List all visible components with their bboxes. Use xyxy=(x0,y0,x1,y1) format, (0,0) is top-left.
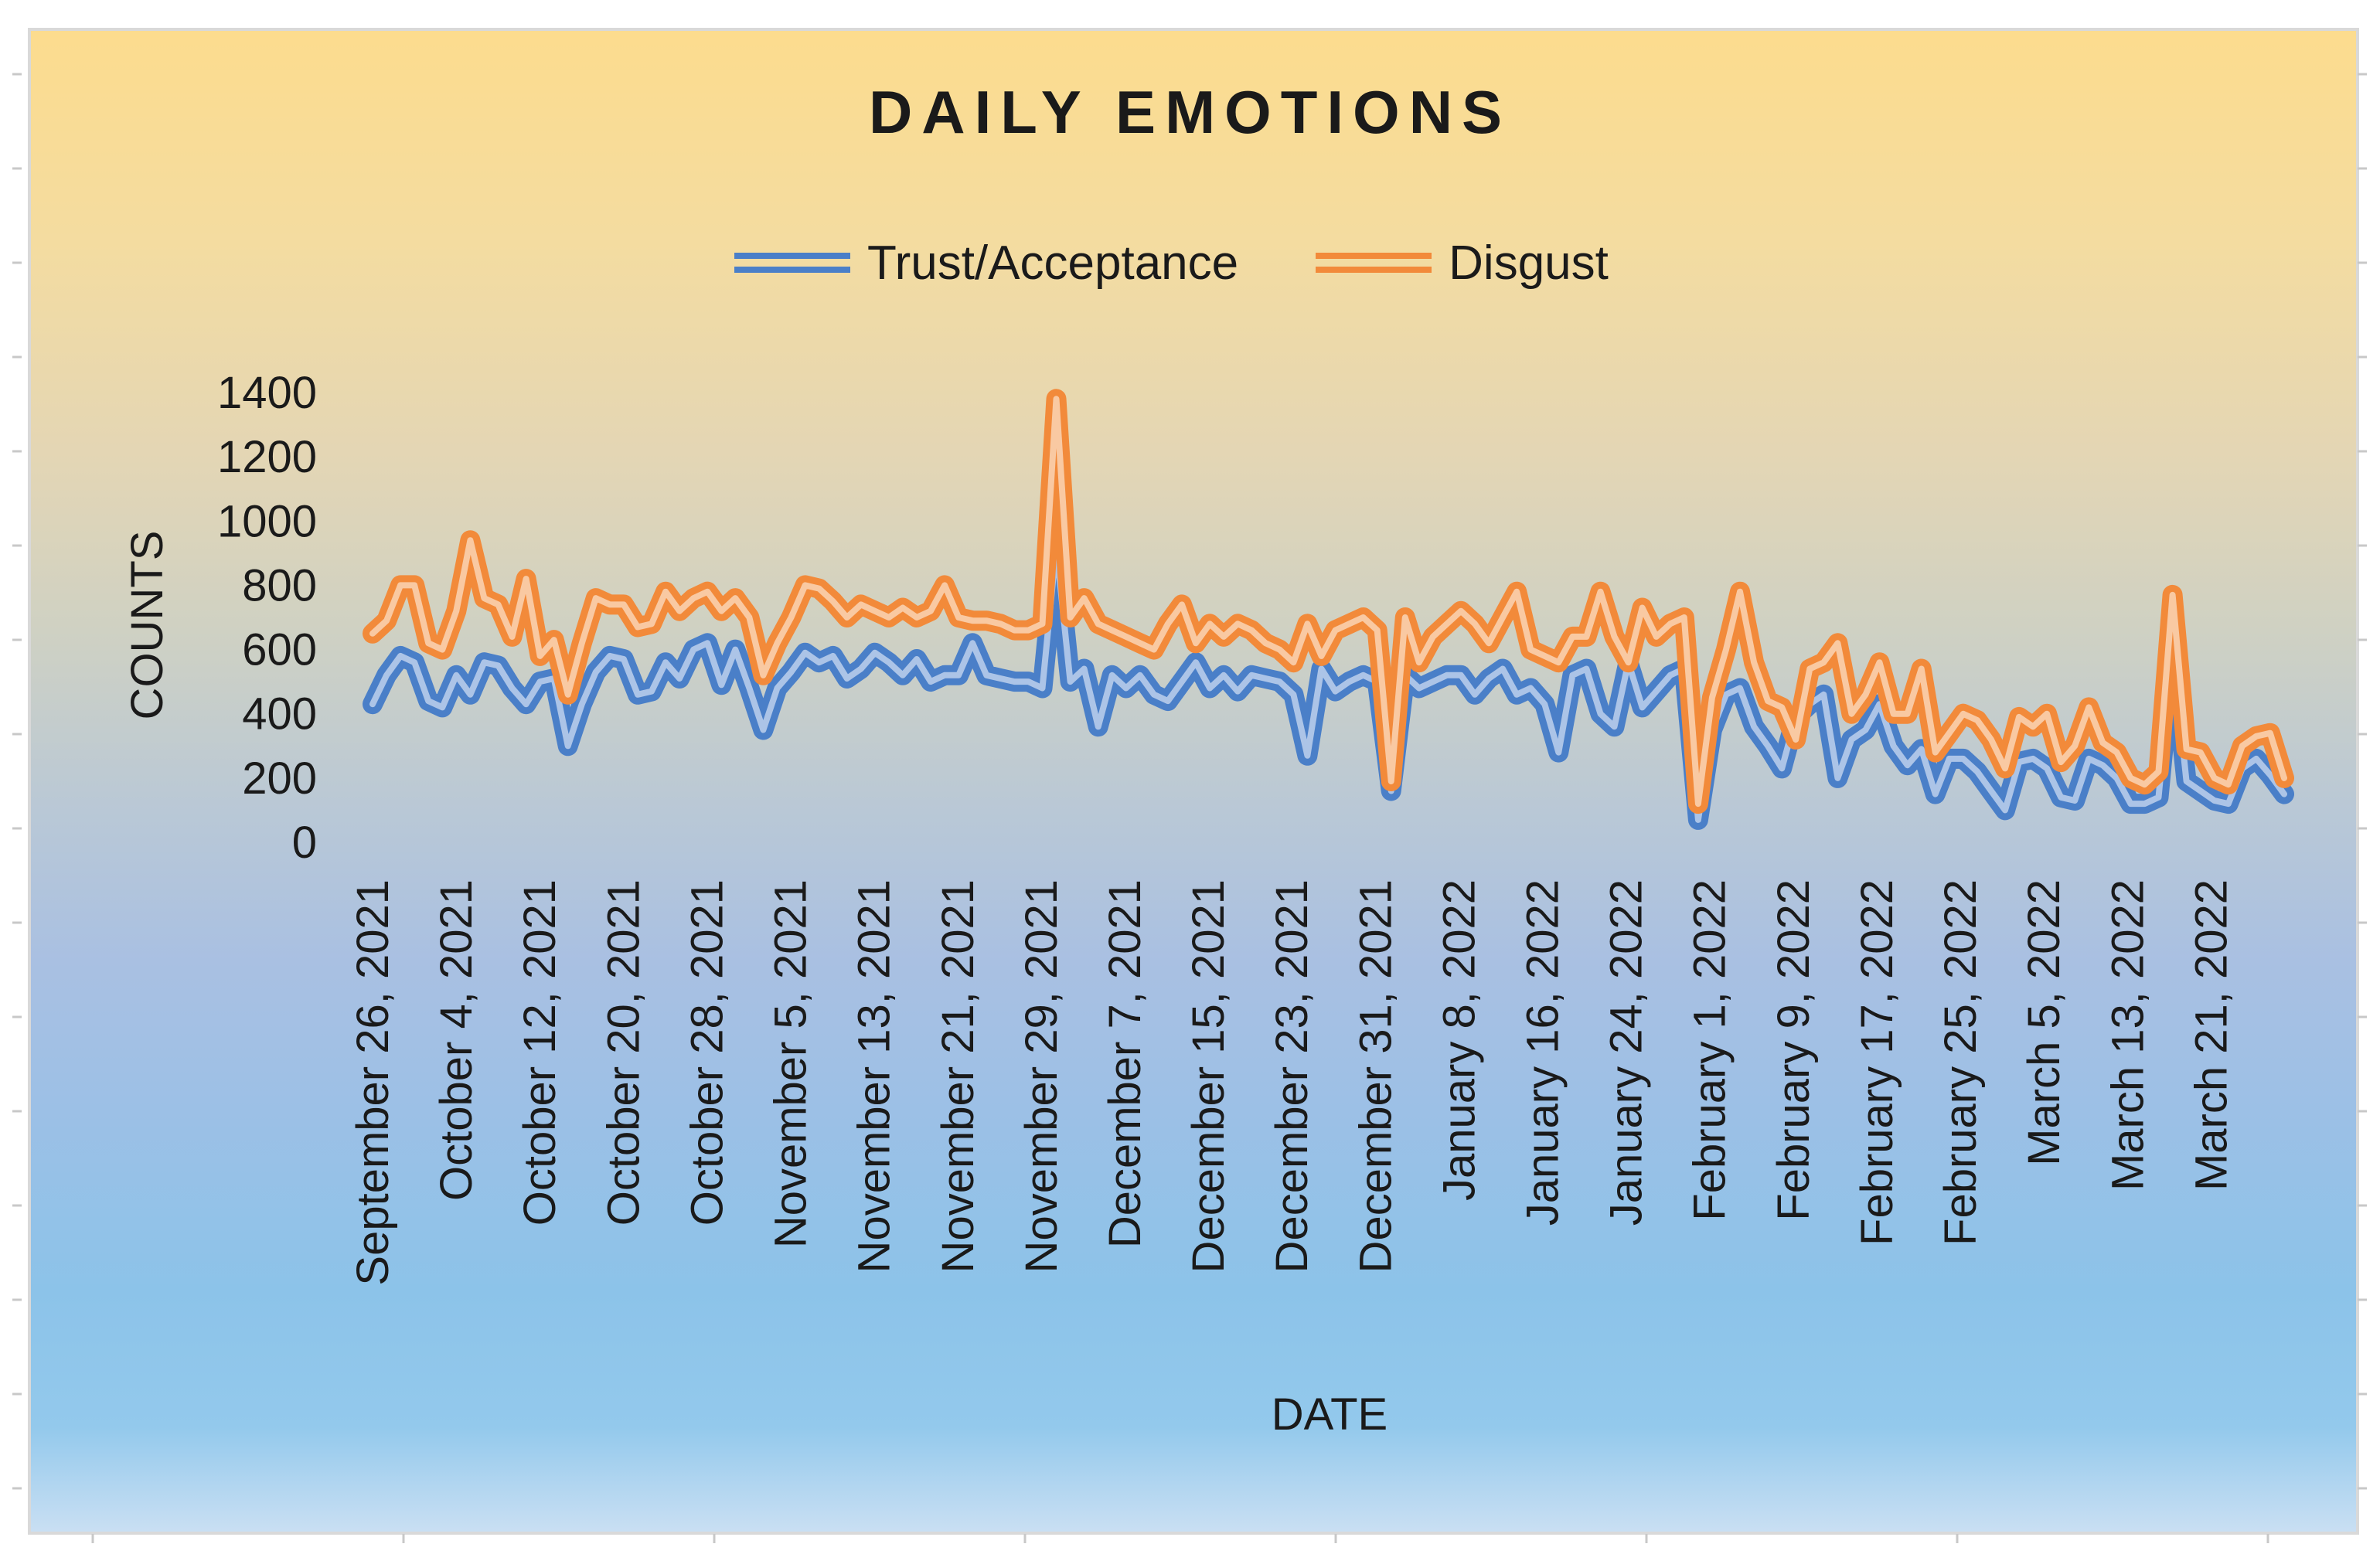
y-axis-title: COUNTS xyxy=(122,531,172,720)
x-tick-label: December 31, 2021 xyxy=(1350,879,1401,1273)
y-tick-label: 1200 xyxy=(217,432,317,482)
x-tick-label: January 24, 2022 xyxy=(1602,879,1652,1226)
chart-legend[interactable]: Trust/Acceptance Disgust xyxy=(734,232,1609,294)
x-tick-label: October 4, 2021 xyxy=(431,879,482,1201)
series-line-core-disgust xyxy=(369,396,2287,808)
chart-title: DAILY EMOTIONS xyxy=(868,78,1512,146)
x-tick-label: January 8, 2022 xyxy=(1434,879,1484,1201)
chart-area[interactable] xyxy=(28,28,2359,1535)
x-tick-label: February 9, 2022 xyxy=(1769,879,1819,1221)
x-tick-label: October 12, 2021 xyxy=(515,879,565,1226)
x-tick-label: December 23, 2021 xyxy=(1267,879,1317,1273)
series-line-core-trust xyxy=(369,543,2287,823)
x-tick-label: December 7, 2021 xyxy=(1100,879,1150,1248)
x-tick-label: November 21, 2021 xyxy=(933,879,983,1273)
legend-label-trust: Trust/Acceptance xyxy=(867,236,1239,290)
x-tick-label: November 5, 2021 xyxy=(766,879,816,1248)
x-tick-label: November 29, 2021 xyxy=(1016,879,1067,1273)
legend-item-trust[interactable]: Trust/Acceptance xyxy=(734,236,1238,291)
x-tick-label: November 13, 2021 xyxy=(850,879,900,1273)
x-tick-label: September 26, 2021 xyxy=(348,879,398,1286)
y-tick-label: 800 xyxy=(242,560,317,610)
x-tick-label: March 13, 2022 xyxy=(2103,879,2153,1191)
legend-swatch-disgust xyxy=(1316,253,1432,273)
x-tick-label: October 28, 2021 xyxy=(682,879,732,1226)
x-tick-label: February 25, 2022 xyxy=(1936,879,1986,1246)
legend-swatch-trust xyxy=(734,253,850,273)
y-tick-label: 600 xyxy=(242,625,317,675)
x-tick-label: March 21, 2022 xyxy=(2186,879,2236,1191)
x-tick-label: March 5, 2022 xyxy=(2019,879,2069,1166)
y-tick-label: 1400 xyxy=(217,368,317,418)
y-tick-label: 200 xyxy=(242,753,317,804)
x-tick-label: October 20, 2021 xyxy=(598,879,649,1226)
x-tick-label: February 1, 2022 xyxy=(1685,879,1735,1221)
x-tick-label: January 16, 2022 xyxy=(1518,879,1568,1226)
legend-item-disgust[interactable]: Disgust xyxy=(1316,236,1609,291)
x-axis-title: DATE xyxy=(1272,1389,1387,1440)
x-tick-label: December 15, 2021 xyxy=(1183,879,1234,1273)
y-tick-label: 1000 xyxy=(217,496,317,546)
x-tick-label: February 17, 2022 xyxy=(1852,879,1902,1246)
legend-label-disgust: Disgust xyxy=(1449,236,1609,290)
y-tick-label: 400 xyxy=(242,689,317,740)
y-tick-label: 0 xyxy=(292,818,317,868)
